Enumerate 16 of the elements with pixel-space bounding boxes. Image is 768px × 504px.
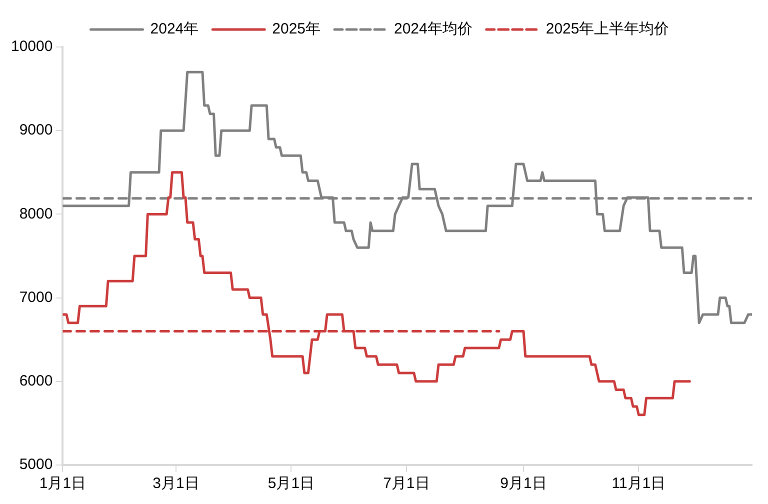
y-tick-label: 5000 [19, 456, 53, 474]
x-tick-label: 11月1日 [612, 475, 666, 492]
legend-label: 2025年 [272, 20, 321, 38]
y-tick-label: 6000 [19, 372, 53, 390]
legend-label: 2024年均价 [394, 20, 472, 38]
x-tick-label: 3月1日 [152, 475, 200, 492]
x-tick-label: 9月1日 [500, 475, 547, 492]
y-tick-label: 8000 [19, 205, 53, 222]
legend-label: 2025年上半年均价 [546, 20, 670, 38]
y-tick-label: 10000 [10, 38, 53, 56]
x-tick-label: 7月1日 [383, 475, 430, 492]
legend-label: 2024年 [150, 20, 199, 38]
x-tick-label: 1月1日 [39, 475, 86, 492]
y-tick-label: 7000 [19, 288, 53, 306]
y-tick-label: 9000 [19, 122, 53, 139]
x-tick-label: 5月1日 [268, 475, 315, 492]
